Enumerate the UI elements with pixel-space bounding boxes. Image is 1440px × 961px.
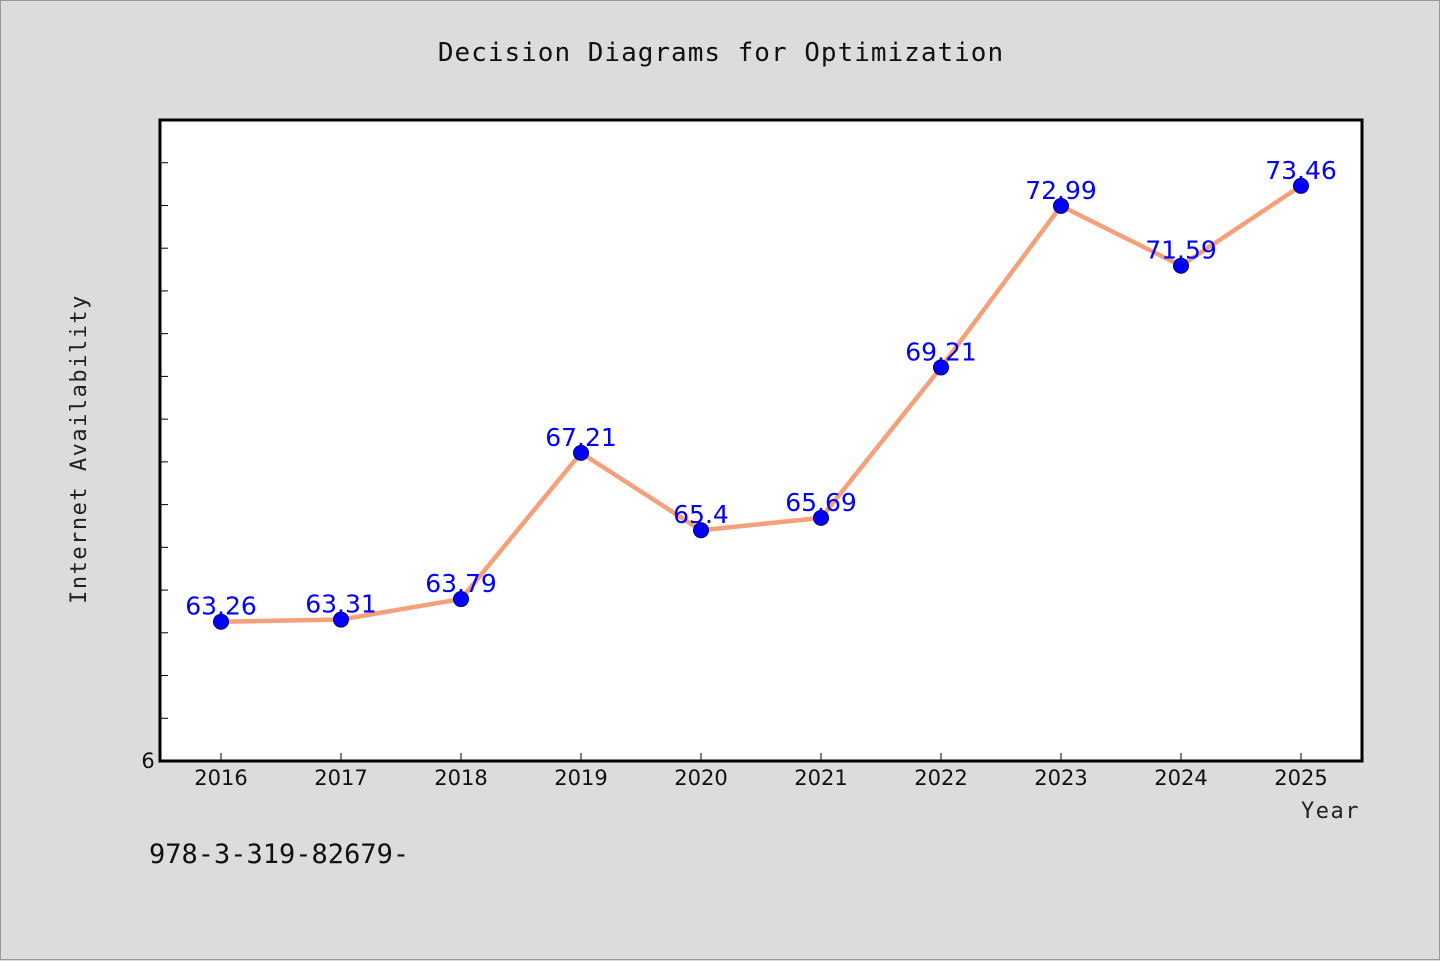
y-axis-ticks bbox=[160, 162, 168, 719]
x-axis-ticks: 2016 2017 2018 2019 2020 2021 2022 2023 2024 2025 bbox=[194, 753, 1328, 790]
x-tick-label: 2020 bbox=[674, 766, 727, 790]
x-tick-label: 2022 bbox=[914, 766, 967, 790]
data-point bbox=[573, 444, 589, 461]
x-tick-label: 2017 bbox=[314, 766, 367, 790]
series-group bbox=[213, 177, 1309, 630]
data-point bbox=[693, 522, 709, 539]
data-label: 73.46 bbox=[1265, 156, 1337, 185]
data-label: 72.99 bbox=[1025, 176, 1097, 205]
data-point bbox=[333, 611, 349, 628]
x-tick-label: 2023 bbox=[1034, 766, 1087, 790]
data-point bbox=[213, 613, 229, 630]
chart-title: Decision Diagrams for Optimization bbox=[438, 38, 1004, 68]
data-point bbox=[1053, 197, 1069, 214]
data-label: 71.59 bbox=[1145, 236, 1217, 265]
data-label: 67.21 bbox=[545, 423, 617, 452]
x-tick-label: 2016 bbox=[194, 766, 247, 790]
data-point bbox=[933, 359, 949, 376]
data-label: 63.79 bbox=[425, 569, 497, 598]
data-point bbox=[453, 591, 469, 608]
x-tick-label: 2018 bbox=[434, 766, 487, 790]
data-point bbox=[813, 509, 829, 526]
x-tick-label: 2025 bbox=[1274, 766, 1327, 790]
series-line bbox=[218, 183, 1304, 624]
data-label: 65.69 bbox=[785, 488, 857, 517]
x-tick-label: 2019 bbox=[554, 766, 607, 790]
data-point bbox=[1173, 257, 1189, 274]
data-label: 63.26 bbox=[185, 592, 257, 621]
data-label: 65.4 bbox=[673, 500, 729, 529]
data-labels: 63.26 63.31 63.79 67.21 65.4 65.69 69.21 72.99 7… bbox=[185, 156, 1337, 621]
data-point bbox=[1293, 177, 1309, 194]
y-axis-label: Internet Availability bbox=[67, 294, 92, 604]
plot-area bbox=[158, 118, 1364, 763]
data-label: 63.31 bbox=[305, 590, 377, 619]
footnote-isbn: 978-3-319-82679- bbox=[149, 839, 409, 870]
y-tick-label: 6 bbox=[141, 749, 154, 773]
x-axis-label: Year bbox=[1301, 799, 1360, 824]
data-label: 69.21 bbox=[905, 337, 977, 366]
x-tick-label: 2021 bbox=[794, 766, 847, 790]
x-tick-label: 2024 bbox=[1154, 766, 1207, 790]
